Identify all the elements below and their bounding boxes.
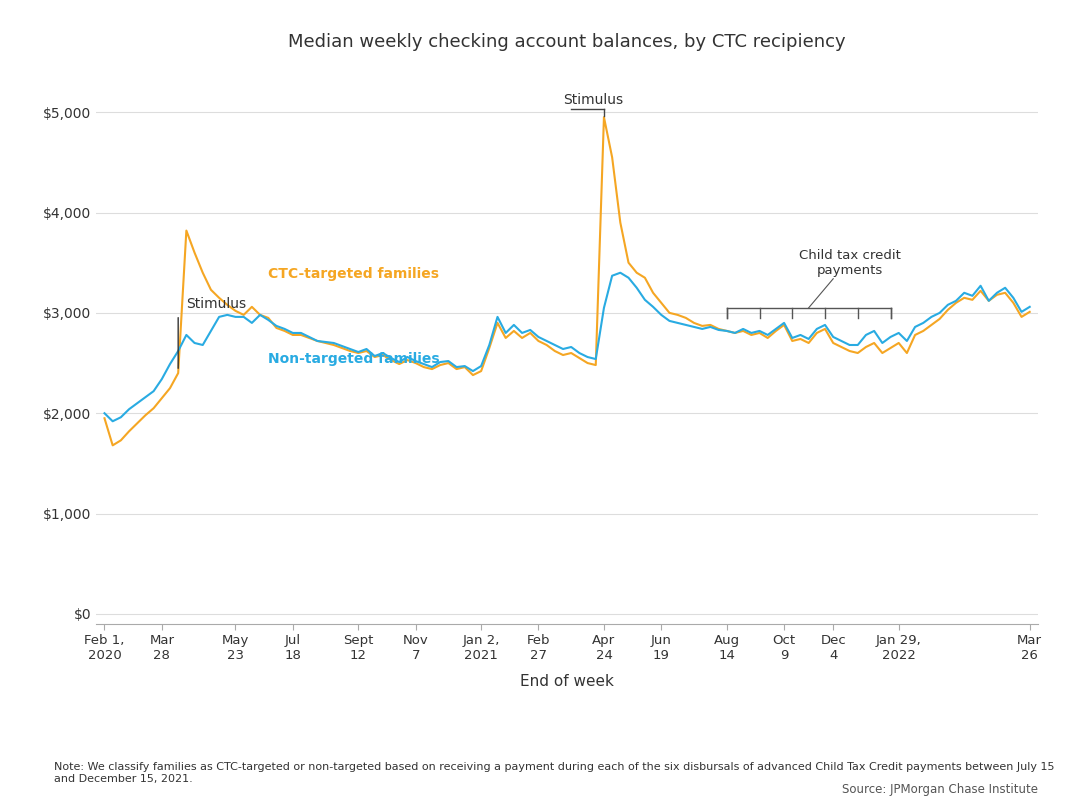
- Text: CTC-targeted families: CTC-targeted families: [269, 266, 440, 281]
- X-axis label: End of week: End of week: [520, 674, 614, 689]
- Text: Stimulus: Stimulus: [563, 93, 623, 107]
- Text: Child tax credit
payments: Child tax credit payments: [798, 249, 901, 277]
- Text: Non-targeted families: Non-targeted families: [269, 352, 440, 366]
- Text: Source: JPMorgan Chase Institute: Source: JPMorgan Chase Institute: [842, 783, 1038, 796]
- Text: Note: We classify families as CTC-targeted or non-targeted based on receiving a : Note: We classify families as CTC-target…: [54, 762, 1054, 784]
- Text: Stimulus: Stimulus: [186, 297, 246, 311]
- Title: Median weekly checking account balances, by CTC recipiency: Median weekly checking account balances,…: [288, 33, 846, 51]
